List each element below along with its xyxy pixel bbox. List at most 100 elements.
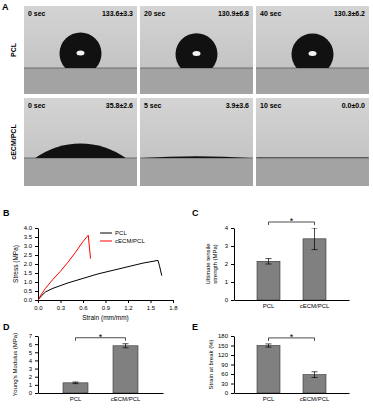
tick-mark xyxy=(35,228,38,229)
tick: 2.5 xyxy=(24,252,38,258)
tick: 1.5 xyxy=(147,300,156,311)
tick-label: 60 xyxy=(221,371,228,377)
error-cap xyxy=(123,347,129,348)
tick-label: 0.9 xyxy=(102,305,111,311)
panel-label: D xyxy=(3,322,10,332)
droplet-highlight xyxy=(193,51,201,56)
error-bar xyxy=(125,344,126,348)
legend: PCLcECM/PCL xyxy=(100,230,145,244)
tick-label: PCL xyxy=(263,303,275,309)
tick-label: 0.6 xyxy=(79,305,88,311)
error-bar xyxy=(314,372,315,378)
error-cap xyxy=(266,343,272,344)
substrate xyxy=(140,158,253,186)
tick-label: 2 xyxy=(29,374,33,380)
tick-mark xyxy=(231,282,234,283)
axis-line xyxy=(234,229,235,301)
angle-label: 130.9±6.8 xyxy=(218,10,249,17)
tick-label: 5 xyxy=(29,350,33,356)
tick-mark xyxy=(61,300,62,303)
droplet-highlight xyxy=(77,51,85,56)
tick: 2.0 xyxy=(24,261,38,267)
image-background xyxy=(24,6,137,94)
image-background xyxy=(24,98,137,186)
tick: cECM/PCL xyxy=(300,303,330,309)
error-bar xyxy=(314,228,315,250)
tick: 1.0 xyxy=(24,279,38,285)
error-bar xyxy=(268,259,269,264)
x-axis: PCLcECM/PCL xyxy=(235,394,350,403)
tick-mark xyxy=(231,346,234,347)
time-label: 0 sec xyxy=(28,102,46,109)
tick: 120 xyxy=(218,352,234,358)
angle-label: 35.8±2.6 xyxy=(106,102,133,109)
tick: 90 xyxy=(221,362,234,368)
tick: 0.9 xyxy=(102,300,111,311)
significance-label: * xyxy=(290,216,294,226)
x-axis: 0.00.30.60.91.21.51.8 xyxy=(34,300,178,311)
x-axis: PCL cECM/PCL xyxy=(235,301,350,310)
tick-label: 2.5 xyxy=(24,252,33,258)
axis-line xyxy=(235,393,350,394)
tick: 5 xyxy=(29,350,38,356)
error-cap xyxy=(266,258,272,259)
tick-mark xyxy=(231,246,234,247)
tick: 0.0 xyxy=(34,300,43,311)
tick: 0.5 xyxy=(24,288,38,294)
x-axis-title: Strain (mm/mm) xyxy=(82,314,129,322)
tick-mark xyxy=(35,246,38,247)
image-background xyxy=(140,98,253,186)
tick-label: 1 xyxy=(225,279,229,285)
tick: 1 xyxy=(225,279,234,285)
substrate xyxy=(140,68,253,94)
tick-label: cECM/PCL xyxy=(300,303,330,309)
tick-label: 1.0 xyxy=(24,279,33,285)
panel-label: E xyxy=(192,322,198,332)
tick-label: 0 xyxy=(29,390,33,396)
bar xyxy=(303,375,326,393)
image-background xyxy=(256,98,369,186)
tick-mark xyxy=(35,237,38,238)
tick: 0 xyxy=(29,390,38,396)
tick: 6 xyxy=(29,342,38,348)
tick-mark xyxy=(83,300,84,303)
plot-area xyxy=(38,235,162,300)
tick: 150 xyxy=(218,343,234,349)
droplet xyxy=(142,156,252,158)
bar xyxy=(63,383,88,393)
tick: 0.0 xyxy=(24,297,38,303)
error-cap xyxy=(312,249,318,250)
tick-mark xyxy=(173,300,174,303)
tick: 2 xyxy=(225,261,234,267)
axis-line xyxy=(235,300,350,301)
tick: 1.8 xyxy=(169,300,178,311)
tick: PCL xyxy=(263,303,275,309)
tick-label: PCL xyxy=(263,396,275,402)
tick: 0 xyxy=(225,297,234,303)
tick-label: 0.0 xyxy=(24,297,33,303)
tick-mark xyxy=(35,377,38,378)
tick-mark xyxy=(231,384,234,385)
droplet-highlight xyxy=(309,51,317,56)
tick-label: PCL xyxy=(70,396,82,402)
tick-mark xyxy=(35,273,38,274)
tick: PCL xyxy=(70,396,82,402)
significance-label: * xyxy=(290,332,294,342)
tick-mark xyxy=(35,369,38,370)
tick-mark xyxy=(35,385,38,386)
y-axis-title: Young's Modulus (MPa) xyxy=(12,333,18,396)
tick: cECM/PCL xyxy=(111,396,141,402)
tick-mark xyxy=(231,393,234,394)
tick-mark xyxy=(35,255,38,256)
tick-mark xyxy=(231,264,234,265)
droplet xyxy=(257,157,369,158)
error-cap xyxy=(73,382,79,383)
series-line xyxy=(38,235,91,300)
figure: APCL0 sec133.6±3.320 sec130.9±6.840 sec1… xyxy=(0,0,373,412)
tick: 3.5 xyxy=(24,234,38,240)
tick-mark xyxy=(35,291,38,292)
tick: 0.3 xyxy=(57,300,66,311)
error-bar xyxy=(268,344,269,347)
tick-mark xyxy=(231,374,234,375)
tick-mark xyxy=(231,300,234,301)
